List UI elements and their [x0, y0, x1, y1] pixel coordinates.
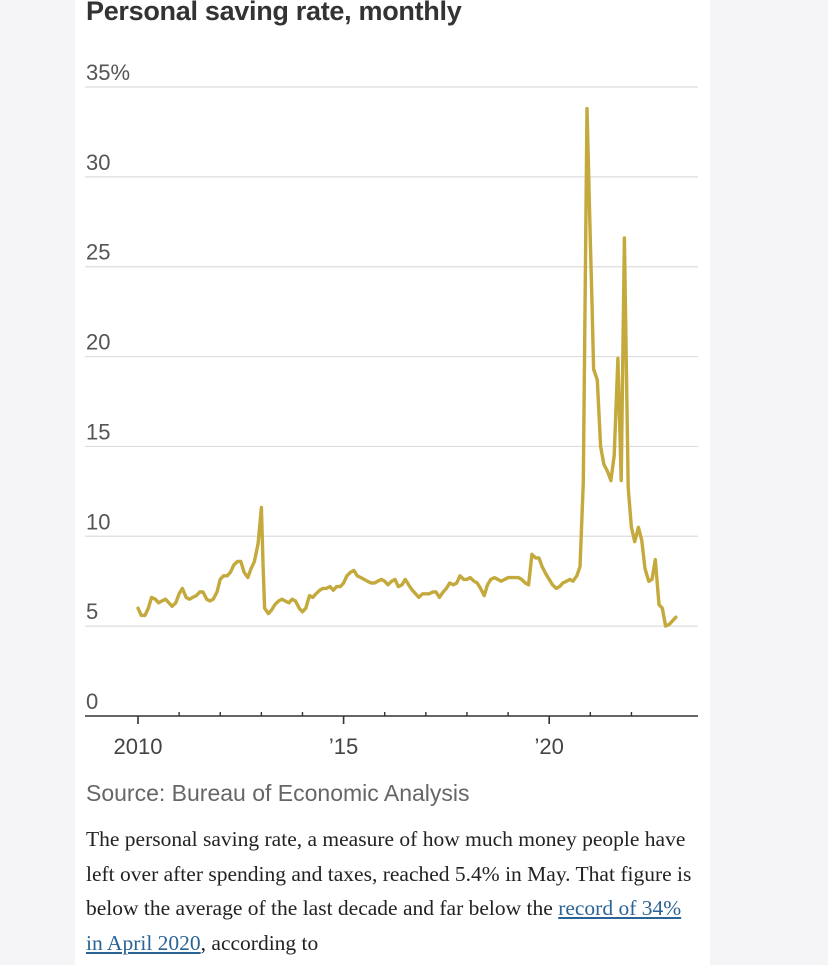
y-tick-label: 30: [86, 150, 110, 175]
y-tick-label: 35%: [86, 60, 130, 85]
y-tick-label: 15: [86, 419, 110, 444]
y-tick-label: 25: [86, 240, 110, 265]
record-link[interactable]: record of 34% in April 2020: [86, 896, 682, 955]
y-tick-labels: 35% 30 25 20 15 10 5 0: [86, 60, 130, 714]
y-tick-label: 0: [86, 689, 98, 714]
y-tick-label: 10: [86, 509, 110, 534]
x-tick-label: ’20: [535, 734, 564, 759]
grid-lines: [85, 86, 698, 627]
chart-title: Personal saving rate, monthly: [86, 0, 462, 26]
x-tick-label: ’15: [329, 734, 358, 759]
series-layer: [136, 106, 678, 628]
saving-rate-line: [136, 106, 678, 628]
y-tick-label: 20: [86, 330, 110, 355]
x-tick-label: 2010: [114, 734, 163, 759]
saving-rate-chart: 35% 30 25 20 15 10 5 0 2010 ’15 ’20: [85, 60, 698, 759]
source-note: Source: Bureau of Economic Analysis: [86, 780, 470, 806]
paragraph-text-start: The personal saving rate, a measure of h…: [86, 827, 692, 920]
paragraph-text-end: , according to: [200, 930, 319, 955]
y-tick-label: 5: [86, 599, 98, 624]
article-card: Personal saving rate, monthly 35% 30 25 20 1…: [75, 0, 710, 965]
article-paragraph: The personal saving rate, a measure of h…: [86, 822, 696, 960]
x-axis: 2010 ’15 ’20: [85, 712, 698, 759]
